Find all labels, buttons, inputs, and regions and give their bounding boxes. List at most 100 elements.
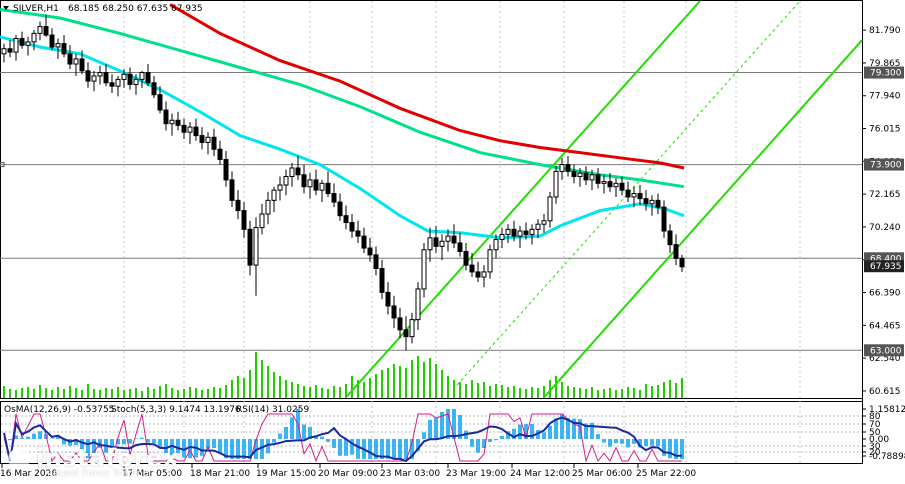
candle-body-bear — [595, 174, 601, 184]
level-label: 63.000 — [870, 346, 902, 356]
volume-bar — [423, 362, 425, 398]
volume-bar — [177, 390, 179, 398]
osma-bar — [500, 436, 504, 439]
candle-body-bear — [313, 179, 319, 191]
volume-bar — [363, 382, 365, 398]
candle-body-bull — [37, 26, 43, 34]
volume-bar — [165, 384, 167, 398]
candle — [679, 254, 685, 272]
volume-bar — [441, 370, 443, 398]
candle — [229, 171, 235, 208]
osma-bar — [74, 439, 78, 445]
time-tick-label: 25 Mar 22:00 — [636, 469, 696, 479]
osma-bar — [644, 439, 648, 447]
candle — [307, 173, 313, 199]
volume-bar — [549, 380, 551, 398]
volume-bar — [117, 387, 119, 398]
osma-bar — [182, 439, 186, 458]
candle — [499, 227, 505, 249]
candle — [175, 111, 181, 131]
candle — [667, 224, 673, 254]
volume-bar — [123, 390, 125, 398]
candle-body-bear — [511, 228, 517, 237]
candle — [637, 185, 643, 206]
candle — [553, 166, 559, 204]
volume-bar — [507, 387, 509, 398]
candle-body-bear — [79, 58, 85, 72]
osma-bar — [206, 439, 210, 449]
candle — [319, 179, 325, 203]
time-tick-label: 23 Mar 03:00 — [380, 469, 440, 479]
candle — [439, 234, 445, 260]
volume-bar — [273, 372, 275, 398]
ma-fast-line — [0, 35, 685, 240]
volume-bar — [135, 388, 137, 398]
dropdown-triangle-icon[interactable] — [3, 6, 9, 10]
current-price-box — [864, 260, 904, 273]
symbol-label: SILVER,H1 — [13, 4, 59, 14]
osma-bar — [308, 427, 312, 439]
osma-bar — [320, 436, 324, 439]
candle — [133, 74, 139, 95]
candle — [199, 127, 205, 150]
candle — [529, 224, 535, 245]
osma-bar — [530, 424, 534, 439]
candle-body-bear — [451, 235, 457, 244]
volume-bar — [651, 386, 653, 398]
candle — [331, 183, 337, 208]
candle — [97, 65, 103, 85]
osma-bar — [230, 439, 234, 459]
volume-bar — [669, 380, 671, 398]
candle — [427, 227, 433, 262]
candle — [373, 246, 379, 276]
time-tick-label: 16 Mar 2026 — [0, 469, 57, 479]
candle-body-bear — [433, 237, 439, 247]
volume-bar — [33, 389, 35, 398]
candle — [151, 75, 157, 99]
candle-body-bull — [1, 48, 7, 55]
candle-body-bear — [223, 158, 229, 181]
volume-bar — [27, 387, 29, 398]
volume-bar — [543, 386, 545, 398]
osma-bar — [476, 439, 480, 453]
level-label-box — [864, 66, 904, 79]
price-axis-ticks: 81.79079.86577.94076.01574.09072.16570.2… — [862, 26, 901, 397]
osma-bar — [122, 439, 126, 445]
candle-body-bear — [673, 244, 679, 259]
stoch-label: Stoch(5,3,3) 9.1474 13.1976 — [111, 405, 241, 415]
candle-body-bear — [109, 82, 115, 87]
oscillator-tick-label: 70 — [869, 420, 881, 430]
candle-body-bull — [541, 220, 547, 225]
candle-body-bull — [13, 37, 19, 53]
candle-body-bear — [325, 182, 331, 195]
candle — [283, 169, 289, 196]
candlesticks — [1, 14, 685, 351]
candle — [223, 150, 229, 187]
volume-bar — [639, 390, 641, 398]
candle-body-bear — [457, 242, 463, 252]
candle — [115, 75, 121, 97]
time-tick-label: 23 Mar 19:00 — [446, 469, 506, 479]
brand-logo-icon — [8, 448, 30, 470]
osma-bar — [260, 439, 264, 459]
level-label-box — [864, 158, 904, 171]
main-panel-frame — [0, 0, 863, 399]
volume-bar — [243, 378, 245, 398]
osma-bar — [110, 439, 114, 451]
volume-bar — [471, 380, 473, 398]
candle — [571, 164, 577, 184]
candle — [253, 217, 259, 296]
osma-bar — [446, 409, 450, 439]
candle — [541, 213, 547, 233]
osma-bar — [410, 439, 414, 459]
osma-bar — [284, 427, 288, 439]
osma-bar — [266, 439, 270, 454]
candle — [403, 316, 409, 351]
candle — [325, 171, 331, 197]
volume-bar — [105, 388, 107, 398]
candle-body-bear — [85, 70, 91, 82]
candle — [469, 253, 475, 278]
osma-bar — [614, 439, 618, 444]
osma-bar — [428, 419, 432, 439]
volume-bar — [87, 384, 89, 398]
